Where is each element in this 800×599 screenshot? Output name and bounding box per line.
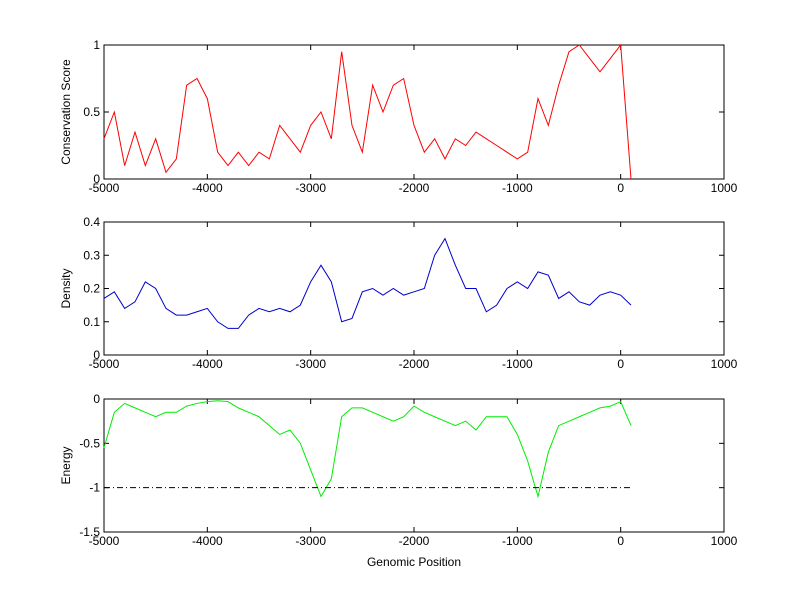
- y-tick-label: 0: [93, 392, 100, 406]
- y-axis-label: Energy: [59, 446, 73, 484]
- y-tick-label: 0.2: [83, 282, 100, 296]
- y-tick-label: 0.4: [83, 215, 100, 229]
- x-tick-label: -4000: [192, 181, 223, 195]
- data-line: [103, 237, 632, 329]
- x-tick-label: -5000: [89, 357, 120, 371]
- y-tick-label: 1: [93, 38, 100, 52]
- x-tick-label: -1000: [502, 357, 533, 371]
- y-tick-label: -1.5: [79, 525, 100, 539]
- x-tick-label: -3000: [295, 534, 326, 548]
- x-tick-label: -2000: [399, 357, 430, 371]
- x-tick-label: -4000: [192, 534, 223, 548]
- x-tick-label: -1000: [502, 534, 533, 548]
- y-axis-label: Density: [59, 268, 73, 308]
- x-tick-label: -2000: [399, 534, 430, 548]
- x-tick-label: 1000: [711, 181, 738, 195]
- axes-box: [103, 398, 725, 533]
- x-tick-label: -1000: [502, 181, 533, 195]
- x-axis-label: Genomic Position: [367, 555, 461, 569]
- x-tick-label: -3000: [295, 181, 326, 195]
- y-tick-label: -0.5: [79, 436, 100, 450]
- y-tick-label: 0.3: [83, 248, 100, 262]
- data-line: [103, 400, 632, 499]
- x-tick-label: -3000: [295, 357, 326, 371]
- y-tick-label: -1: [89, 481, 100, 495]
- y-tick-label: 0: [93, 348, 100, 362]
- axes-box: [103, 221, 725, 356]
- x-tick-label: 0: [617, 181, 624, 195]
- y-tick-label: 0: [93, 172, 100, 186]
- x-tick-label: 0: [617, 534, 624, 548]
- y-tick-label: 0.5: [83, 105, 100, 119]
- x-tick-label: 1000: [711, 534, 738, 548]
- axes-box: [103, 44, 725, 180]
- y-tick-label: 0.1: [83, 315, 100, 329]
- data-line: [103, 43, 632, 180]
- y-axis-label: Conservation Score: [59, 59, 73, 165]
- x-tick-label: -5000: [89, 534, 120, 548]
- x-tick-label: 1000: [711, 357, 738, 371]
- x-tick-label: -5000: [89, 181, 120, 195]
- x-tick-label: -4000: [192, 357, 223, 371]
- x-tick-label: -2000: [399, 181, 430, 195]
- x-tick-label: 0: [617, 357, 624, 371]
